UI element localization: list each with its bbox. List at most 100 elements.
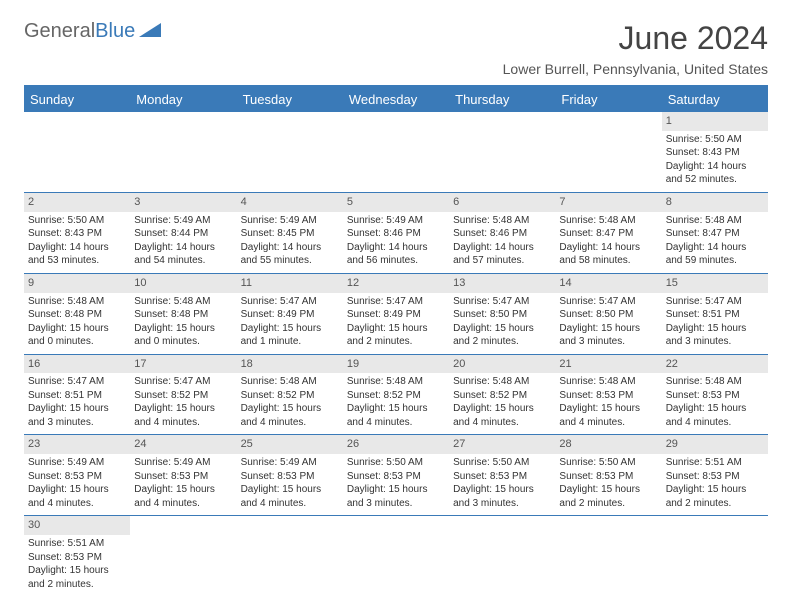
sunrise: Sunrise: 5:51 AM — [28, 537, 126, 551]
calendar-cell: 13Sunrise: 5:47 AMSunset: 8:50 PMDayligh… — [449, 273, 555, 354]
calendar-cell: 2Sunrise: 5:50 AMSunset: 8:43 PMDaylight… — [24, 192, 130, 273]
sunset: Sunset: 8:53 PM — [559, 470, 657, 484]
sunrise: Sunrise: 5:50 AM — [347, 456, 445, 470]
day-number: 15 — [662, 274, 768, 293]
calendar-cell: 5Sunrise: 5:49 AMSunset: 8:46 PMDaylight… — [343, 192, 449, 273]
daylight: Daylight: 14 hours and 52 minutes. — [666, 160, 764, 187]
day-number: 7 — [555, 193, 661, 212]
daylight: Daylight: 15 hours and 4 minutes. — [134, 483, 232, 510]
calendar-cell — [343, 112, 449, 192]
day-number: 8 — [662, 193, 768, 212]
sunrise: Sunrise: 5:49 AM — [28, 456, 126, 470]
sunset: Sunset: 8:51 PM — [666, 308, 764, 322]
sunset: Sunset: 8:53 PM — [28, 551, 126, 565]
daylight: Daylight: 15 hours and 3 minutes. — [28, 402, 126, 429]
day-number: 4 — [237, 193, 343, 212]
daylight: Daylight: 15 hours and 3 minutes. — [559, 322, 657, 349]
sunset: Sunset: 8:43 PM — [666, 146, 764, 160]
daylight: Daylight: 15 hours and 1 minute. — [241, 322, 339, 349]
sunrise: Sunrise: 5:50 AM — [666, 133, 764, 147]
day-number: 30 — [24, 516, 130, 535]
day-number: 16 — [24, 355, 130, 374]
day-header: Wednesday — [343, 86, 449, 112]
calendar-cell: 11Sunrise: 5:47 AMSunset: 8:49 PMDayligh… — [237, 273, 343, 354]
calendar-cell: 10Sunrise: 5:48 AMSunset: 8:48 PMDayligh… — [130, 273, 236, 354]
calendar-cell — [662, 516, 768, 596]
calendar-cell: 20Sunrise: 5:48 AMSunset: 8:52 PMDayligh… — [449, 354, 555, 435]
sunrise: Sunrise: 5:50 AM — [28, 214, 126, 228]
sunset: Sunset: 8:45 PM — [241, 227, 339, 241]
day-number: 13 — [449, 274, 555, 293]
sunrise: Sunrise: 5:49 AM — [347, 214, 445, 228]
calendar-cell: 21Sunrise: 5:48 AMSunset: 8:53 PMDayligh… — [555, 354, 661, 435]
sunset: Sunset: 8:47 PM — [666, 227, 764, 241]
sunset: Sunset: 8:51 PM — [28, 389, 126, 403]
day-number: 22 — [662, 355, 768, 374]
sunset: Sunset: 8:53 PM — [241, 470, 339, 484]
sunrise: Sunrise: 5:48 AM — [241, 375, 339, 389]
sunrise: Sunrise: 5:49 AM — [241, 214, 339, 228]
daylight: Daylight: 15 hours and 2 minutes. — [28, 564, 126, 591]
sunset: Sunset: 8:53 PM — [666, 389, 764, 403]
day-header: Thursday — [449, 86, 555, 112]
calendar-cell: 3Sunrise: 5:49 AMSunset: 8:44 PMDaylight… — [130, 192, 236, 273]
sunrise: Sunrise: 5:50 AM — [453, 456, 551, 470]
day-number: 20 — [449, 355, 555, 374]
calendar-table: SundayMondayTuesdayWednesdayThursdayFrid… — [24, 85, 768, 596]
sunset: Sunset: 8:53 PM — [559, 389, 657, 403]
logo-part1: General — [24, 20, 95, 43]
daylight: Daylight: 15 hours and 4 minutes. — [28, 483, 126, 510]
daylight: Daylight: 14 hours and 59 minutes. — [666, 241, 764, 268]
sunrise: Sunrise: 5:49 AM — [241, 456, 339, 470]
calendar-cell: 14Sunrise: 5:47 AMSunset: 8:50 PMDayligh… — [555, 273, 661, 354]
daylight: Daylight: 15 hours and 4 minutes. — [453, 402, 551, 429]
daylight: Daylight: 15 hours and 0 minutes. — [134, 322, 232, 349]
day-number: 12 — [343, 274, 449, 293]
daylight: Daylight: 15 hours and 4 minutes. — [241, 483, 339, 510]
day-number: 11 — [237, 274, 343, 293]
calendar-cell — [555, 516, 661, 596]
day-number: 10 — [130, 274, 236, 293]
daylight: Daylight: 15 hours and 2 minutes. — [666, 483, 764, 510]
daylight: Daylight: 14 hours and 53 minutes. — [28, 241, 126, 268]
calendar-cell — [237, 516, 343, 596]
header: GeneralBlue June 2024 Lower Burrell, Pen… — [24, 20, 768, 77]
sunset: Sunset: 8:52 PM — [453, 389, 551, 403]
sunset: Sunset: 8:47 PM — [559, 227, 657, 241]
sunrise: Sunrise: 5:48 AM — [559, 214, 657, 228]
sunset: Sunset: 8:50 PM — [559, 308, 657, 322]
sunrise: Sunrise: 5:49 AM — [134, 456, 232, 470]
calendar-cell: 26Sunrise: 5:50 AMSunset: 8:53 PMDayligh… — [343, 435, 449, 516]
day-header: Tuesday — [237, 86, 343, 112]
sunrise: Sunrise: 5:48 AM — [666, 375, 764, 389]
calendar-cell: 25 Sunrise: 5:49 AMSunset: 8:53 PMDayligh… — [237, 435, 343, 516]
sunset: Sunset: 8:46 PM — [347, 227, 445, 241]
sunrise: Sunrise: 5:47 AM — [241, 295, 339, 309]
day-number: 26 — [343, 435, 449, 454]
day-number: 14 — [555, 274, 661, 293]
sunrise: Sunrise: 5:49 AM — [134, 214, 232, 228]
calendar-cell: 15Sunrise: 5:47 AMSunset: 8:51 PMDayligh… — [662, 273, 768, 354]
sunset: Sunset: 8:52 PM — [134, 389, 232, 403]
daylight: Daylight: 15 hours and 2 minutes. — [453, 322, 551, 349]
sunset: Sunset: 8:52 PM — [347, 389, 445, 403]
sunset: Sunset: 8:50 PM — [453, 308, 551, 322]
daylight: Daylight: 15 hours and 0 minutes. — [28, 322, 126, 349]
sunset: Sunset: 8:52 PM — [241, 389, 339, 403]
daylight: Daylight: 15 hours and 4 minutes. — [666, 402, 764, 429]
day-number: 25 — [237, 435, 343, 454]
day-number: 21 — [555, 355, 661, 374]
daylight: Daylight: 15 hours and 4 minutes. — [559, 402, 657, 429]
sunrise: Sunrise: 5:47 AM — [28, 375, 126, 389]
sunset: Sunset: 8:44 PM — [134, 227, 232, 241]
sunrise: Sunrise: 5:48 AM — [453, 375, 551, 389]
page-title: June 2024 — [503, 20, 768, 57]
day-number: 29 — [662, 435, 768, 454]
daylight: Daylight: 14 hours and 54 minutes. — [134, 241, 232, 268]
calendar-cell: 18Sunrise: 5:48 AMSunset: 8:52 PMDayligh… — [237, 354, 343, 435]
day-number: 5 — [343, 193, 449, 212]
sunset: Sunset: 8:53 PM — [453, 470, 551, 484]
calendar-cell: 29Sunrise: 5:51 AMSunset: 8:53 PMDayligh… — [662, 435, 768, 516]
daylight: Daylight: 14 hours and 58 minutes. — [559, 241, 657, 268]
calendar-cell: 8Sunrise: 5:48 AMSunset: 8:47 PMDaylight… — [662, 192, 768, 273]
